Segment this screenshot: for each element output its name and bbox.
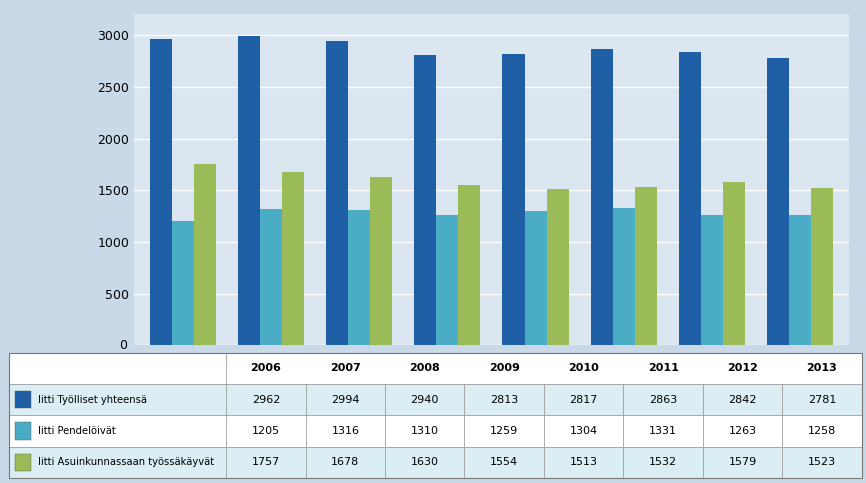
- Bar: [613, 208, 635, 345]
- Bar: [544, 447, 624, 478]
- Bar: [782, 415, 862, 447]
- Text: 0: 0: [120, 339, 127, 352]
- Bar: [635, 187, 656, 345]
- Text: 2817: 2817: [570, 395, 598, 405]
- Text: 2781: 2781: [808, 395, 837, 405]
- Bar: [348, 210, 370, 345]
- Text: 2842: 2842: [728, 395, 757, 405]
- Text: 1523: 1523: [808, 457, 836, 468]
- Bar: [782, 447, 862, 478]
- Text: 1554: 1554: [490, 457, 518, 468]
- Bar: [703, 447, 782, 478]
- Text: Iitti Pendelöivät: Iitti Pendelöivät: [37, 426, 115, 436]
- Bar: [150, 39, 171, 345]
- Bar: [385, 415, 464, 447]
- Text: 2012: 2012: [727, 363, 758, 373]
- Text: Iitti Asuinkunnassaan työssäkäyvät: Iitti Asuinkunnassaan työssäkäyvät: [37, 457, 214, 468]
- Text: 2994: 2994: [331, 395, 359, 405]
- Bar: [544, 384, 624, 415]
- Text: 2007: 2007: [330, 363, 361, 373]
- Bar: [502, 54, 525, 345]
- Bar: [238, 36, 260, 345]
- Bar: [525, 211, 546, 345]
- Text: 2008: 2008: [410, 363, 440, 373]
- Text: 2011: 2011: [648, 363, 679, 373]
- Text: 1259: 1259: [490, 426, 519, 436]
- Bar: [226, 447, 306, 478]
- Bar: [436, 215, 458, 345]
- Bar: [306, 447, 385, 478]
- Bar: [370, 177, 392, 345]
- Bar: [782, 384, 862, 415]
- Bar: [260, 209, 282, 345]
- Text: 1205: 1205: [252, 426, 280, 436]
- Bar: [624, 384, 703, 415]
- Text: 1263: 1263: [728, 426, 757, 436]
- Text: 2863: 2863: [649, 395, 677, 405]
- Text: Iitti Työlliset yhteensä: Iitti Työlliset yhteensä: [37, 395, 146, 405]
- Text: 2962: 2962: [252, 395, 280, 405]
- Text: 1757: 1757: [252, 457, 280, 468]
- Bar: [171, 221, 194, 345]
- Bar: [306, 415, 385, 447]
- Text: 1258: 1258: [808, 426, 836, 436]
- Bar: [701, 215, 723, 345]
- Bar: [16, 454, 31, 471]
- Bar: [9, 415, 226, 447]
- Bar: [9, 353, 226, 384]
- Bar: [464, 447, 544, 478]
- Bar: [458, 185, 481, 345]
- Bar: [306, 384, 385, 415]
- Bar: [624, 415, 703, 447]
- Bar: [544, 415, 624, 447]
- Text: 2813: 2813: [490, 395, 519, 405]
- Bar: [723, 182, 745, 345]
- Text: 1630: 1630: [410, 457, 439, 468]
- Text: 1304: 1304: [570, 426, 598, 436]
- Bar: [767, 58, 789, 345]
- Bar: [591, 49, 613, 345]
- Bar: [703, 384, 782, 415]
- Bar: [546, 189, 569, 345]
- Bar: [464, 415, 544, 447]
- Bar: [9, 447, 226, 478]
- Bar: [194, 164, 216, 345]
- Bar: [464, 384, 544, 415]
- Bar: [282, 172, 304, 345]
- Bar: [9, 384, 226, 415]
- Text: 2013: 2013: [806, 363, 837, 373]
- Bar: [789, 215, 811, 345]
- Bar: [226, 415, 306, 447]
- Text: 2006: 2006: [250, 363, 281, 373]
- Bar: [703, 415, 782, 447]
- Bar: [16, 423, 31, 440]
- Bar: [385, 384, 464, 415]
- Text: 1513: 1513: [570, 457, 598, 468]
- Bar: [679, 52, 701, 345]
- Text: 1532: 1532: [649, 457, 677, 468]
- Bar: [226, 353, 862, 384]
- Bar: [16, 391, 31, 408]
- Text: 1331: 1331: [650, 426, 677, 436]
- Bar: [226, 384, 306, 415]
- Text: 2940: 2940: [410, 395, 439, 405]
- Text: 2010: 2010: [568, 363, 599, 373]
- Bar: [326, 42, 348, 345]
- Text: 1310: 1310: [410, 426, 439, 436]
- Bar: [811, 188, 833, 345]
- Bar: [414, 55, 436, 345]
- Bar: [624, 447, 703, 478]
- Text: 1316: 1316: [332, 426, 359, 436]
- Text: 1579: 1579: [728, 457, 757, 468]
- Bar: [385, 447, 464, 478]
- Text: 1678: 1678: [331, 457, 359, 468]
- Text: 2009: 2009: [488, 363, 520, 373]
